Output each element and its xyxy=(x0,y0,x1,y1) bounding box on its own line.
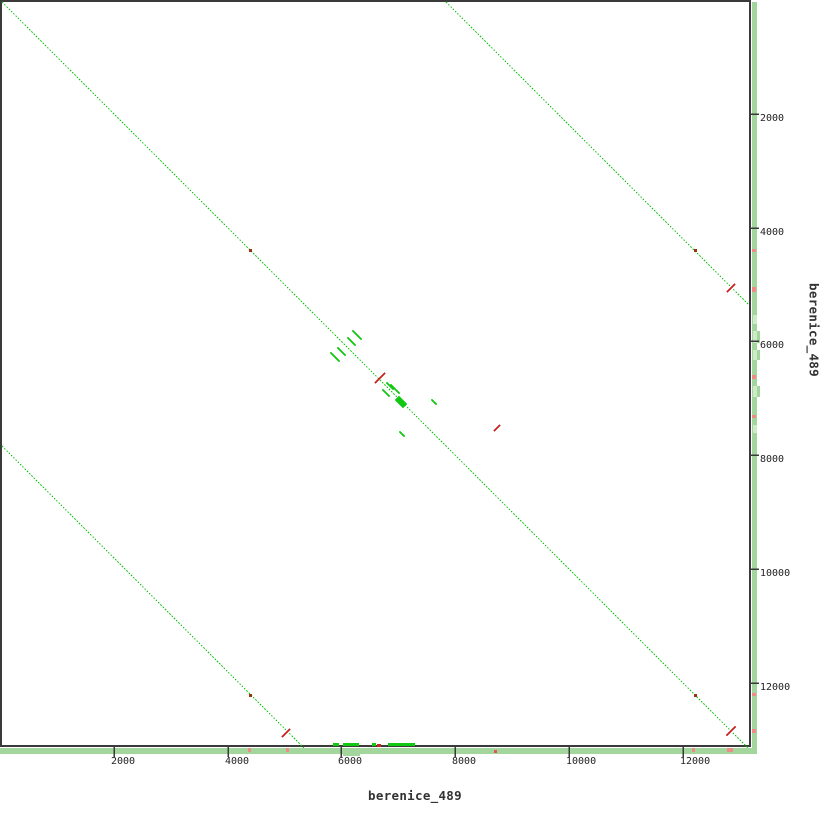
diagonal-dark-spot xyxy=(694,694,697,697)
reverse-match-segment xyxy=(725,725,737,737)
repeat-segment xyxy=(396,396,407,407)
diagonal-dark-spot xyxy=(249,694,252,697)
right-band-light-patch xyxy=(753,386,757,397)
repeat-diagonal xyxy=(445,1,750,306)
repeat-segment xyxy=(385,381,395,391)
x-tick-label: 12000 xyxy=(680,756,711,767)
reverse-match-segment xyxy=(374,372,386,384)
y-axis-title: berenice_489 xyxy=(806,283,822,377)
x-tick-label: 10000 xyxy=(566,756,597,767)
repeat-segment xyxy=(398,430,406,438)
bottom-edge-match-dash xyxy=(333,743,339,746)
bottom-edge-match-dash xyxy=(388,743,415,746)
x-tick-label: 8000 xyxy=(452,756,477,767)
x-axis-title: berenice_489 xyxy=(368,788,462,803)
y-tick-label: 8000 xyxy=(760,454,785,465)
bottom-annotation-band xyxy=(0,748,757,754)
y-tick-label: 2000 xyxy=(760,113,785,124)
bottom-band-pink-mark xyxy=(248,748,251,752)
repeat-segment xyxy=(397,395,408,406)
diagonal-dark-spot xyxy=(249,249,252,252)
x-tick-label: 4000 xyxy=(225,756,250,767)
repeat-segment xyxy=(336,346,347,357)
bottom-band-pink-mark xyxy=(286,748,289,752)
y-tick-label: 10000 xyxy=(760,568,791,579)
x-tick-label: 6000 xyxy=(338,756,363,767)
right-band-light-patch xyxy=(753,331,757,343)
right-band-pink-mark xyxy=(752,249,756,252)
y-tick-label: 4000 xyxy=(760,227,785,238)
right-band-pink-mark xyxy=(752,415,756,418)
repeat-segment xyxy=(351,329,363,341)
right-band-light-patch xyxy=(753,425,757,433)
main-diagonal xyxy=(1,1,749,749)
bottom-edge-reverse-dash xyxy=(377,744,381,747)
bottom-band-red-mark xyxy=(494,750,497,753)
right-band-light-patch xyxy=(753,350,757,360)
reverse-match-segment xyxy=(281,728,291,738)
y-tick-label: 6000 xyxy=(760,340,785,351)
bottom-edge-match-dash xyxy=(343,743,359,746)
diagonal-dark-spot xyxy=(694,249,697,252)
repeat-segment xyxy=(329,351,341,363)
repeat-segment xyxy=(395,397,406,408)
repeat-segment xyxy=(430,398,438,406)
right-band-pink-mark xyxy=(752,375,756,379)
repeat-diagonal xyxy=(1,445,305,749)
repeat-segment xyxy=(381,388,391,398)
right-band-light-patch xyxy=(753,315,757,324)
bottom-band-bulge xyxy=(343,748,360,756)
right-band-pink-mark xyxy=(752,729,756,733)
repeat-segment xyxy=(389,383,401,395)
repeat-segment xyxy=(346,336,357,347)
bottom-band-pink-mark xyxy=(727,748,733,752)
reverse-match-segment xyxy=(493,424,501,432)
right-band-pink-mark xyxy=(752,693,756,696)
bottom-edge-match-dash xyxy=(372,743,376,746)
y-tick-label: 12000 xyxy=(760,682,791,693)
repeat-segment xyxy=(394,398,405,409)
reverse-match-segment xyxy=(726,283,736,293)
x-tick-label: 2000 xyxy=(111,756,136,767)
bottom-band-pink-mark xyxy=(692,748,695,752)
right-band-pink-mark xyxy=(752,287,756,292)
